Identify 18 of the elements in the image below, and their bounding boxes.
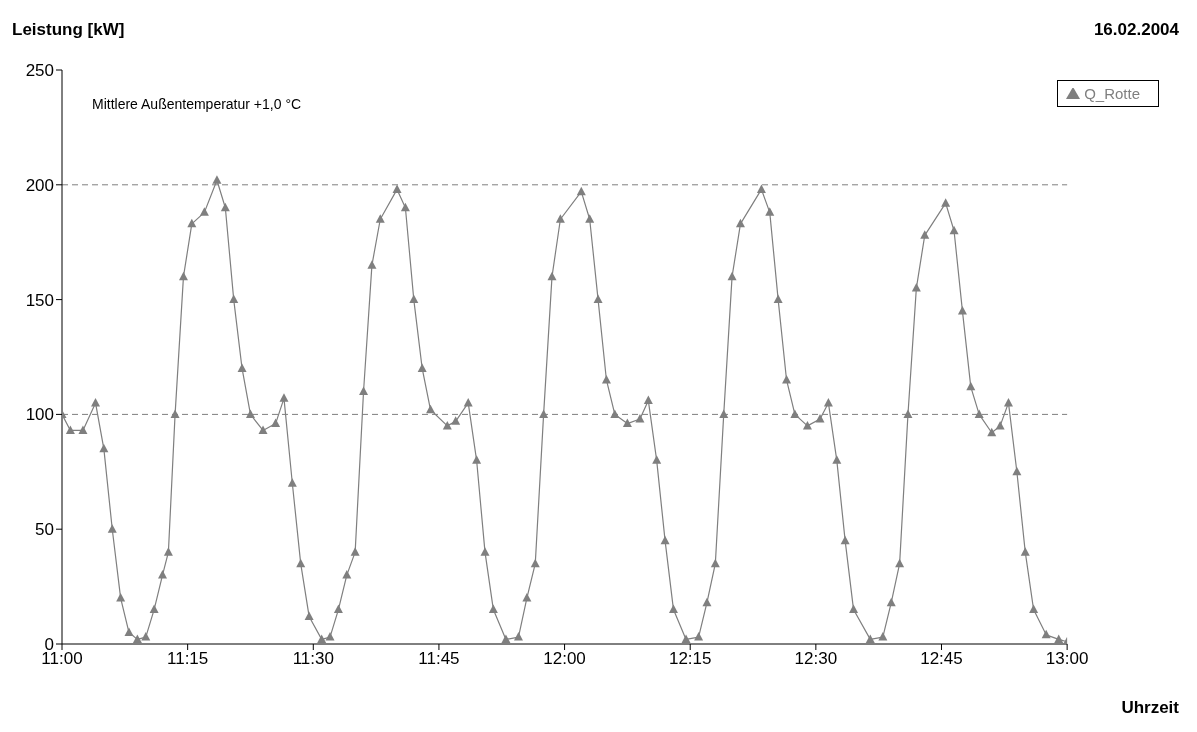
x-tick-label: 12:15 — [668, 649, 712, 669]
x-tick-label: 12:30 — [794, 649, 838, 669]
y-tick-label: 100 — [25, 405, 54, 425]
x-tick-label: 11:45 — [418, 649, 460, 669]
y-tick-label: 250 — [25, 61, 54, 81]
x-axis-title: Uhrzeit — [1121, 698, 1179, 718]
text: 16.02.2004 — [1093, 20, 1179, 40]
x-tick-label: 12:45 — [920, 649, 963, 669]
annotation: Mittlere Außentemperatur +1,0 °C — [92, 96, 302, 112]
y-axis-title: Leistung [kW] — [12, 20, 125, 40]
x-tick-label: 12:00 — [543, 649, 586, 669]
y-tick-label: 50 — [35, 520, 54, 540]
legend-label: Q_Rotte — [1084, 85, 1140, 102]
x-tick-label: 11:30 — [292, 649, 334, 669]
y-tick-label: 150 — [25, 290, 54, 310]
x-tick-label: 11:15 — [167, 649, 209, 669]
x-tick-label: 13:00 — [1045, 649, 1089, 669]
y-tick-label: 200 — [25, 175, 54, 195]
